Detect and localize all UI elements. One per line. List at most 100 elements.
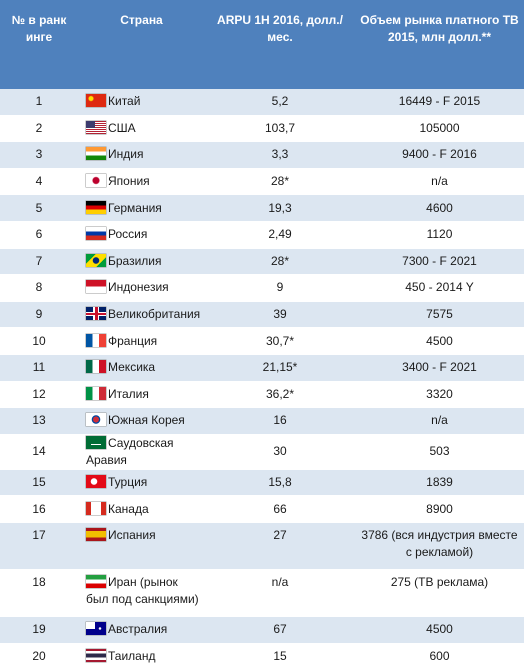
- table-cell: 36,2*: [205, 381, 355, 409]
- table-cell: 19: [0, 616, 78, 644]
- flag: [86, 333, 106, 347]
- table-cell: 15: [205, 643, 355, 670]
- table-cell: Иран (рынок был под санкциями): [78, 569, 205, 617]
- country-name: Испания: [108, 527, 156, 542]
- table-cell: 27: [205, 522, 355, 570]
- table-cell: 6: [0, 221, 78, 249]
- table-cell: n/a: [355, 407, 524, 435]
- table-cell: 16: [0, 495, 78, 523]
- table-cell: Франция: [78, 327, 205, 355]
- table-cell: 2,49: [205, 221, 355, 249]
- table-cell: Индия: [78, 141, 205, 169]
- table-cell: 11: [0, 354, 78, 382]
- header-cell: Страна: [78, 0, 205, 89]
- table-cell: 3320: [355, 381, 524, 409]
- table-cell: 275 (ТВ реклама): [355, 569, 524, 617]
- table-cell: 28*: [205, 248, 355, 276]
- table-cell: Таиланд: [78, 643, 205, 670]
- table-row: 2 США 103,7 105000: [0, 115, 524, 143]
- table-cell: Россия: [78, 221, 205, 249]
- table-cell: 3: [0, 141, 78, 169]
- table-cell: Индонезия: [78, 274, 205, 302]
- table-cell: 14: [0, 434, 78, 470]
- table-cell: 4500: [355, 327, 524, 355]
- country-name: Мексика: [108, 360, 156, 375]
- table-cell: 9: [205, 274, 355, 302]
- table-cell: 3400 - F 2021: [355, 354, 524, 382]
- table-cell: Турция: [78, 469, 205, 497]
- table-cell: Китай: [78, 89, 205, 116]
- table-cell: 4600: [355, 194, 524, 222]
- table-cell: 105000: [355, 115, 524, 143]
- table-cell: Канада: [78, 495, 205, 523]
- table-cell: 5,2: [205, 89, 355, 116]
- table-cell: 4: [0, 168, 78, 196]
- table-cell: 1120: [355, 221, 524, 249]
- table-row: 7 Бразилия 28* 7300 - F 2021: [0, 248, 524, 276]
- table-cell: Мексика: [78, 354, 205, 382]
- table-row: 5 Германия 19,3 4600: [0, 194, 524, 222]
- table-cell: 3786 (вся индустрия вместе с рекламой): [355, 522, 524, 570]
- table-cell: 9: [0, 301, 78, 329]
- table-cell: 8900: [355, 495, 524, 523]
- table-cell: 13: [0, 407, 78, 435]
- table-cell: 103,7: [205, 115, 355, 143]
- country-name: Канада: [108, 501, 149, 516]
- flag: [86, 475, 106, 489]
- flag: [86, 174, 106, 188]
- flag: [86, 435, 106, 449]
- country-name: Германия: [108, 200, 162, 215]
- flag: [86, 413, 106, 427]
- table-body: 1 Китай 5,2 16449 - F 2015 2 США 103,7 105000 3 И…: [0, 89, 524, 670]
- flag: [86, 501, 106, 515]
- flag: [86, 386, 106, 400]
- table-cell: 7300 - F 2021: [355, 248, 524, 276]
- country-name: Турция: [108, 475, 148, 490]
- flag: [86, 120, 106, 134]
- table-row: 18 Иран (рынок был под санкциями) n/a 275 (…: [0, 569, 524, 617]
- table-cell: Япония: [78, 168, 205, 196]
- table-cell: 16: [205, 407, 355, 435]
- table-cell: США: [78, 115, 205, 143]
- table-cell: 7575: [355, 301, 524, 329]
- table-cell: Южная Корея: [78, 407, 205, 435]
- table-row: 8 Индонезия 9 450 - 2014 Y: [0, 274, 524, 302]
- table-cell: Италия: [78, 381, 205, 409]
- country-name: Иран (рынок был под санкциями): [86, 574, 199, 606]
- table-row: 17 Испания 27 3786 (вся индустрия вместе с …: [0, 522, 524, 570]
- table-cell: Германия: [78, 194, 205, 222]
- table-row: 14 Саудовская Аравия 30 503: [0, 434, 524, 470]
- table-cell: 30: [205, 434, 355, 470]
- table-cell: 15: [0, 469, 78, 497]
- country-name: Саудовская Аравия: [86, 435, 174, 467]
- table-cell: 1839: [355, 469, 524, 497]
- table-cell: 9400 - F 2016: [355, 141, 524, 169]
- table-cell: 12: [0, 381, 78, 409]
- table-row: 11 Мексика 21,15* 3400 - F 2021: [0, 354, 524, 382]
- table-cell: 8: [0, 274, 78, 302]
- table-cell: 4500: [355, 616, 524, 644]
- table-cell: 5: [0, 194, 78, 222]
- header-cell: № в ранкинге: [0, 0, 78, 89]
- flag: [86, 574, 106, 588]
- header-cell: ARPU 1H 2016, долл./мес.: [205, 0, 355, 89]
- country-name: Франция: [108, 333, 158, 348]
- flag: [86, 227, 106, 241]
- table-row: 19 Австралия 67 4500: [0, 616, 524, 644]
- country-name: Южная Корея: [108, 413, 185, 428]
- table-cell: 28*: [205, 168, 355, 196]
- country-name: Япония: [108, 174, 150, 189]
- table-cell: 21,15*: [205, 354, 355, 382]
- table-cell: n/a: [205, 569, 355, 617]
- table-cell: 39: [205, 301, 355, 329]
- table-cell: Бразилия: [78, 248, 205, 276]
- country-name: Великобритания: [108, 307, 201, 322]
- table-cell: 17: [0, 522, 78, 570]
- table-cell: 67: [205, 616, 355, 644]
- table-row: 12 Италия 36,2* 3320: [0, 381, 524, 409]
- country-name: Бразилия: [108, 253, 162, 268]
- country-name: Россия: [108, 227, 148, 242]
- table-cell: Испания: [78, 522, 205, 570]
- table-cell: 600: [355, 643, 524, 670]
- table-cell: 20: [0, 643, 78, 670]
